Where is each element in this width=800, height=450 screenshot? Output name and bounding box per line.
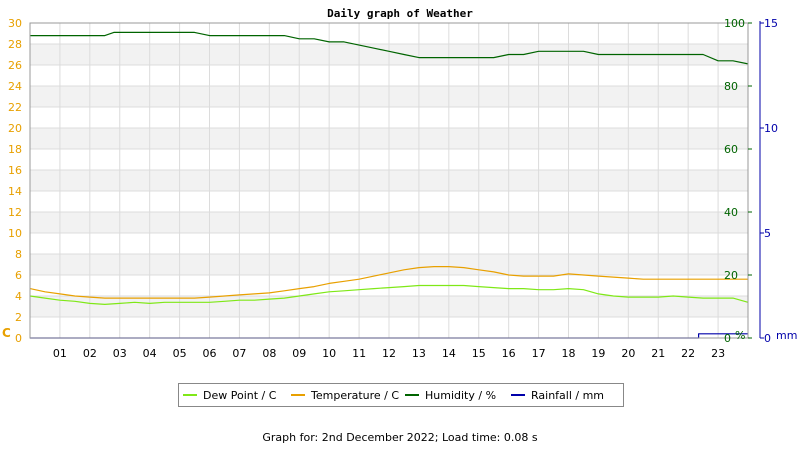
legend-swatch (405, 394, 419, 396)
left-axis-tick-label: 16 (8, 164, 22, 177)
left-axis-unit-label: C (2, 326, 11, 340)
x-axis-tick-label: 15 (472, 347, 486, 360)
x-axis-tick-label: 20 (621, 347, 635, 360)
left-axis-tick-label: 14 (8, 185, 22, 198)
legend-label: Dew Point / C (203, 389, 277, 402)
right-axis-1-tick-label: 40 (724, 206, 738, 219)
right-axis-1-tick-label: 100 (724, 17, 745, 30)
left-axis-tick-label: 28 (8, 38, 22, 51)
right-axis-2-tick-label: 10 (764, 122, 778, 135)
x-axis-tick-label: 11 (352, 347, 366, 360)
series-line-humidity (30, 31, 749, 65)
left-axis-tick-label: 20 (8, 122, 22, 135)
right-axis-1-tick-label: 80 (724, 80, 738, 93)
x-axis-tick-label: 19 (591, 347, 605, 360)
left-axis-tick-label: 4 (15, 290, 22, 303)
x-axis-tick-label: 10 (322, 347, 336, 360)
x-axis-tick-label: 03 (113, 347, 127, 360)
x-axis-tick-label: 21 (651, 347, 665, 360)
left-axis-tick-label: 30 (8, 17, 22, 30)
right-axis-1-tick-label: 0 (724, 332, 731, 345)
legend-item: Rainfall / mm (511, 389, 604, 402)
x-axis-tick-label: 06 (203, 347, 217, 360)
graph-footer: Graph for: 2nd December 2022; Load time:… (262, 431, 538, 444)
right-axis-1-tick-label: 60 (724, 143, 738, 156)
right-axis-2-tick-label: 5 (764, 227, 771, 240)
x-axis-tick-label: 12 (382, 347, 396, 360)
series-line-temperature (29, 266, 748, 299)
legend-item: Temperature / C (291, 389, 399, 402)
x-axis-tick-label: 14 (442, 347, 456, 360)
x-axis-tick-label: 02 (83, 347, 97, 360)
right-axis-2-tick-label: 15 (764, 17, 778, 30)
left-axis-tick-label: 12 (8, 206, 22, 219)
x-axis-tick-label: 09 (292, 347, 306, 360)
x-axis-tick-label: 22 (681, 347, 695, 360)
left-axis-tick-label: 8 (15, 248, 22, 261)
x-axis-tick-label: 17 (532, 347, 546, 360)
right-axis-1-tick-label: 20 (724, 269, 738, 282)
legend-item: Dew Point / C (183, 389, 276, 402)
x-axis-tick-label: 05 (173, 347, 187, 360)
chart-legend: Dew Point / C Temperature / C Humidity / %… (178, 383, 624, 407)
x-axis-tick-label: 04 (143, 347, 157, 360)
legend-label: Temperature / C (311, 389, 400, 402)
legend-label: Rainfall / mm (531, 389, 605, 402)
chart-title: Daily graph of Weather (327, 7, 473, 20)
legend-item: Humidity / % (405, 389, 496, 402)
x-axis-tick-label: 01 (53, 347, 67, 360)
left-axis-tick-label: 24 (8, 80, 22, 93)
x-axis-tick-label: 18 (562, 347, 576, 360)
x-axis-tick-label: 07 (232, 347, 246, 360)
left-axis-tick-label: 18 (8, 143, 22, 156)
left-axis-tick-label: 6 (15, 269, 22, 282)
left-axis-tick-label: 26 (8, 59, 22, 72)
left-axis-tick-label: 10 (8, 227, 22, 240)
legend-swatch (291, 394, 305, 396)
legend-swatch (183, 394, 197, 396)
left-axis-tick-label: 22 (8, 101, 22, 114)
left-axis-tick-label: 2 (15, 311, 22, 324)
x-axis-tick-label: 23 (711, 347, 725, 360)
series-line-dew (29, 284, 749, 305)
left-axis-tick-label: 0 (15, 332, 22, 345)
x-axis-tick-label: 16 (502, 347, 516, 360)
x-axis-tick-label: 08 (262, 347, 276, 360)
right-axis-2-unit-label: mm (776, 329, 797, 342)
right-axis-1-unit-label: % (735, 329, 745, 342)
legend-label: Humidity / % (425, 389, 497, 402)
legend-swatch (511, 394, 525, 396)
x-axis-tick-label: 13 (412, 347, 426, 360)
right-axis-2-tick-label: 0 (764, 332, 771, 345)
